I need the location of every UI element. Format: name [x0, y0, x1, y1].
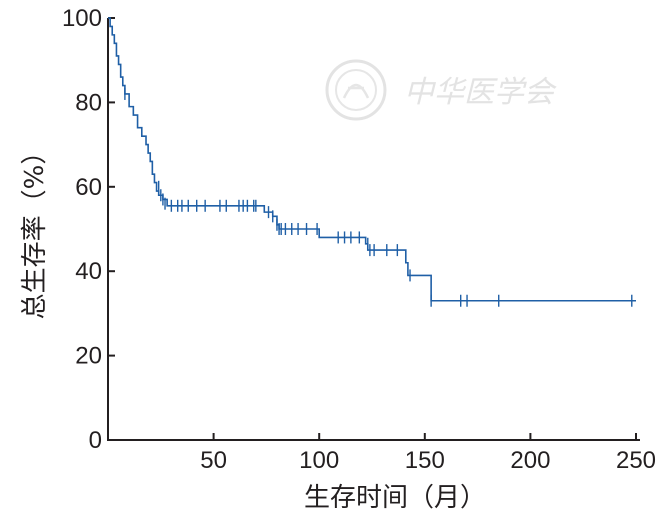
x-tick-label: 250: [616, 447, 656, 474]
x-axis-title: 生存时间（月）: [304, 483, 486, 513]
y-tick-label: 60: [75, 174, 102, 201]
x-tick-label: 50: [200, 447, 227, 474]
y-tick-label: 20: [75, 343, 102, 370]
x-tick-label: 200: [510, 447, 550, 474]
y-tick-label: 80: [75, 89, 102, 116]
x-tick-label: 100: [299, 447, 339, 474]
axes: [107, 18, 640, 441]
ticks: 0 20 40 60 80 100 50 100 150 200 250: [62, 5, 656, 474]
survival-step-line: [108, 17, 636, 302]
x-tick-label: 150: [405, 447, 445, 474]
y-tick-label: 0: [89, 427, 102, 454]
watermark-logo: 中华医学会: [325, 59, 557, 121]
y-tick-label: 40: [75, 258, 102, 285]
y-axis-title: 总生存率（%）: [20, 139, 50, 320]
y-tick-label: 100: [62, 5, 102, 32]
plot-area: [108, 17, 636, 307]
watermark-text: 中华医学会: [404, 75, 557, 110]
